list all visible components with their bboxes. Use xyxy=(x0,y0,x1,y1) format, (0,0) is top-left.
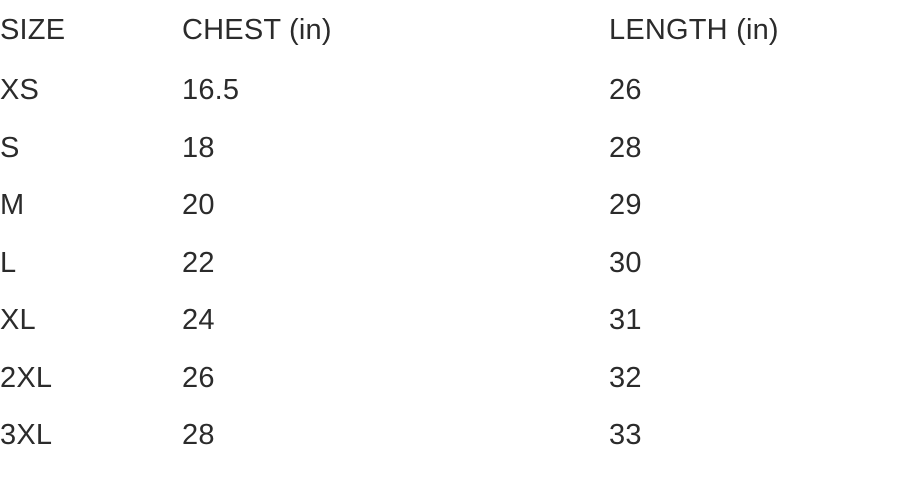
cell-chest: 20 xyxy=(182,189,215,221)
table-row: 3XL 28 33 xyxy=(0,407,924,465)
table-header-row: SIZE CHEST (in) LENGTH (in) xyxy=(0,0,924,62)
cell-length: 30 xyxy=(609,246,642,279)
cell-length: 28 xyxy=(609,131,642,164)
table-row: S 18 28 xyxy=(0,120,924,178)
cell-size: XL xyxy=(0,304,36,336)
table-row: XS 16.5 26 xyxy=(0,62,924,120)
cell-chest: 24 xyxy=(182,304,215,336)
cell-length: 32 xyxy=(609,361,642,394)
cell-size: XS xyxy=(0,74,40,106)
table-row: M 20 29 xyxy=(0,177,924,235)
table-row: XL 24 31 xyxy=(0,292,924,350)
cell-size: 3XL xyxy=(0,419,53,451)
table-body: XS 16.5 26 S 18 28 M 20 29 L 22 30 XL 24 xyxy=(0,62,924,465)
cell-size: 2XL xyxy=(0,361,53,394)
cell-chest: 26 xyxy=(182,361,215,394)
cell-length: 31 xyxy=(609,304,642,336)
column-header-size: SIZE xyxy=(0,14,66,47)
cell-length: 26 xyxy=(609,74,642,106)
column-header-chest: CHEST (in) xyxy=(182,14,332,47)
cell-size: L xyxy=(0,246,17,279)
table-row: 2XL 26 32 xyxy=(0,350,924,408)
cell-chest: 18 xyxy=(182,131,215,164)
size-chart-table: SIZE CHEST (in) LENGTH (in) XS 16.5 26 S… xyxy=(0,0,924,465)
cell-size: M xyxy=(0,189,25,221)
column-header-length: LENGTH (in) xyxy=(609,14,779,47)
cell-chest: 28 xyxy=(182,419,215,451)
cell-length: 33 xyxy=(609,419,642,451)
cell-length: 29 xyxy=(609,189,642,221)
table-row: L 22 30 xyxy=(0,235,924,293)
cell-chest: 16.5 xyxy=(182,74,240,106)
table-header: SIZE CHEST (in) LENGTH (in) xyxy=(0,0,924,62)
cell-size: S xyxy=(0,131,20,164)
cell-chest: 22 xyxy=(182,246,215,279)
